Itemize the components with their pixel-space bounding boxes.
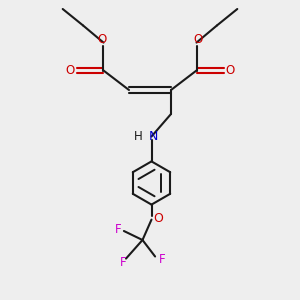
Text: O: O [194,33,202,46]
Text: H: H [134,130,143,143]
Text: N: N [148,130,158,143]
Text: O: O [66,64,75,77]
Text: O: O [225,64,234,77]
Text: F: F [115,223,122,236]
Text: O: O [153,212,163,226]
Text: F: F [120,256,126,269]
Text: F: F [158,253,165,266]
Text: O: O [98,33,106,46]
